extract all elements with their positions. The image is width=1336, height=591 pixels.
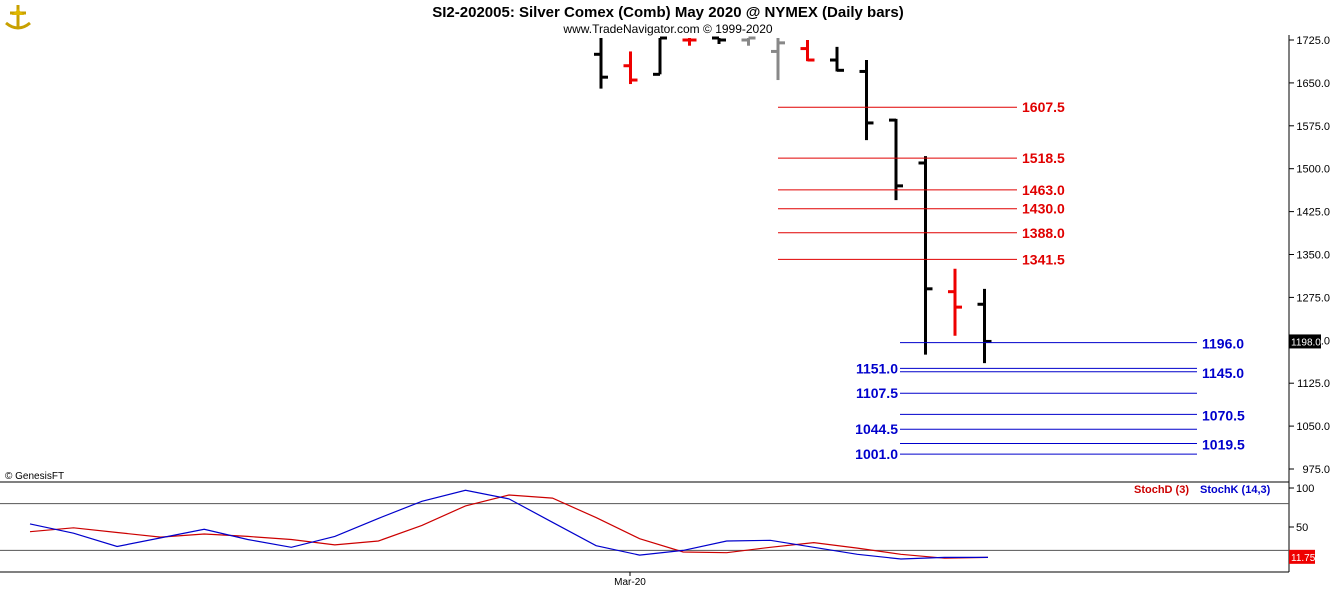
last-price-label: 1198.0 <box>1291 337 1321 348</box>
ohlc-bar <box>594 38 608 89</box>
resistance-label: 1463.0 <box>1022 182 1065 198</box>
resistance-label: 1341.5 <box>1022 251 1065 267</box>
ohlc-bar <box>918 156 933 355</box>
genesis-credit: © GenesisFT <box>5 471 64 482</box>
oscillator-panel: 100 50 StochD (3) StochK (14,3) 11.75 Mar-20 <box>0 483 1316 588</box>
price-tick-label: 1500.0 <box>1296 164 1330 176</box>
legend-stochk: StochK (14,3) <box>1200 484 1271 496</box>
ohlc-bar <box>712 36 726 45</box>
osc-last-badge <box>1289 549 1315 564</box>
stoch-series-line <box>29 494 989 559</box>
price-tick-label: 1575.0 <box>1296 121 1330 133</box>
chart-title: SI2-202005: Silver Comex (Comb) May 2020… <box>432 4 903 21</box>
price-tick-label: 1425.0 <box>1296 207 1330 219</box>
resistance-label: 1518.5 <box>1022 150 1065 166</box>
ohlc-bar <box>741 36 756 46</box>
support-label: 1145.0 <box>1202 365 1244 381</box>
ohlc-bar <box>889 118 903 201</box>
support-label: 1151.0 <box>856 360 898 376</box>
ohlc-bar <box>830 46 844 72</box>
support-label: 1196.0 <box>1202 336 1244 352</box>
price-tick-label: 1650.0 <box>1296 78 1330 90</box>
resistance-label: 1388.0 <box>1022 225 1065 241</box>
resistance-label: 1607.5 <box>1022 99 1065 115</box>
support-label: 1019.5 <box>1202 437 1245 453</box>
support-label: 1001.0 <box>855 446 898 462</box>
price-tick-label: 1050.0 <box>1296 421 1330 433</box>
price-tick-label: 975.0 <box>1302 464 1330 476</box>
ohlc-bar <box>623 51 638 85</box>
support-label: 1044.5 <box>855 421 898 437</box>
support-label: 1070.5 <box>1202 407 1245 423</box>
genesis-ship-logo-icon <box>5 5 31 30</box>
ohlc-bar <box>859 60 874 141</box>
price-panel: 1725.0 1650.0 1575.0 1500.0 1425.0 1350.0 1275… <box>594 35 1330 476</box>
price-tick-label: 1350.0 <box>1296 250 1330 262</box>
copyright-line: www.TradeNavigator.com © 1999-2020 <box>562 22 772 36</box>
osc-tick-label: 100 <box>1296 483 1314 495</box>
time-tick-label: Mar-20 <box>614 577 646 588</box>
osc-last-label: 11.75 <box>1291 553 1316 564</box>
ohlc-bar <box>948 268 962 336</box>
price-tick-label: 1275.0 <box>1296 292 1330 304</box>
ohlc-bar <box>800 40 815 62</box>
ohlc-bar <box>771 38 785 81</box>
price-tick-label: 1725.0 <box>1296 35 1330 47</box>
ohlc-bar <box>977 288 992 364</box>
ohlc-bar <box>682 38 697 46</box>
stoch-series-line <box>29 489 988 560</box>
osc-tick-label: 50 <box>1296 522 1308 534</box>
last-price-badge <box>1289 334 1321 349</box>
legend-stochd: StochD (3) <box>1134 484 1189 496</box>
support-label: 1107.5 <box>856 385 898 401</box>
ohlc-bar <box>653 36 667 76</box>
resistance-label: 1430.0 <box>1022 201 1065 217</box>
price-tick-label: 1125.0 <box>1297 378 1330 390</box>
